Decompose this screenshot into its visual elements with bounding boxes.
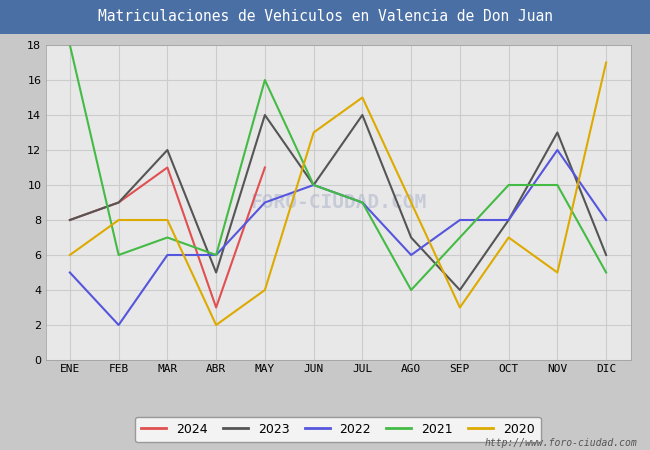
Text: FORO-CIUDAD.COM: FORO-CIUDAD.COM xyxy=(250,193,426,212)
Text: http://www.foro-ciudad.com: http://www.foro-ciudad.com xyxy=(484,438,637,448)
Legend: 2024, 2023, 2022, 2021, 2020: 2024, 2023, 2022, 2021, 2020 xyxy=(135,417,541,442)
Text: Matriculaciones de Vehiculos en Valencia de Don Juan: Matriculaciones de Vehiculos en Valencia… xyxy=(98,9,552,24)
